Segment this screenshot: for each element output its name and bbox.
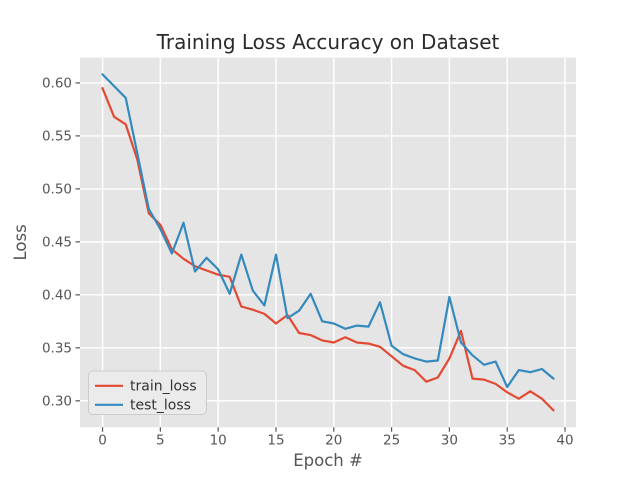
x-tick-label: 35 xyxy=(499,433,516,449)
y-tick-label: 0.45 xyxy=(42,234,72,250)
y-tick-label: 0.55 xyxy=(42,128,72,144)
gridlines xyxy=(80,57,576,428)
y-axis-label: Loss xyxy=(11,224,30,260)
x-tick-label: 25 xyxy=(383,433,400,449)
y-tick-label: 0.30 xyxy=(42,393,72,409)
x-tick-label: 15 xyxy=(267,433,284,449)
axis-ticks: 0 5 10 15 20 25 30 35 40 0.30 0.35 0.40 0.45 0.50 0.55… xyxy=(42,75,574,448)
x-tick-label: 30 xyxy=(441,433,458,449)
legend-test-label: test_loss xyxy=(130,398,191,414)
legend-box xyxy=(88,370,207,415)
legend-train-label: train_loss xyxy=(130,379,197,395)
x-tick-label: 5 xyxy=(156,433,165,449)
x-tick-label: 20 xyxy=(325,433,342,449)
x-tick-label: 0 xyxy=(98,433,107,449)
y-tick-label: 0.35 xyxy=(42,340,72,356)
legend: train_loss test_loss xyxy=(88,370,207,415)
x-axis-label: Epoch # xyxy=(293,451,363,470)
data-lines xyxy=(101,73,555,412)
x-tick-label: 40 xyxy=(556,433,573,449)
y-tick-label: 0.50 xyxy=(42,181,72,197)
y-tick-label: 0.60 xyxy=(42,75,72,91)
train_loss-line xyxy=(101,87,555,412)
x-tick-label: 10 xyxy=(210,433,227,449)
chart-title: Training Loss Accuracy on Dataset xyxy=(156,30,500,54)
y-tick-label: 0.40 xyxy=(42,287,72,303)
test_loss-line xyxy=(101,73,555,389)
